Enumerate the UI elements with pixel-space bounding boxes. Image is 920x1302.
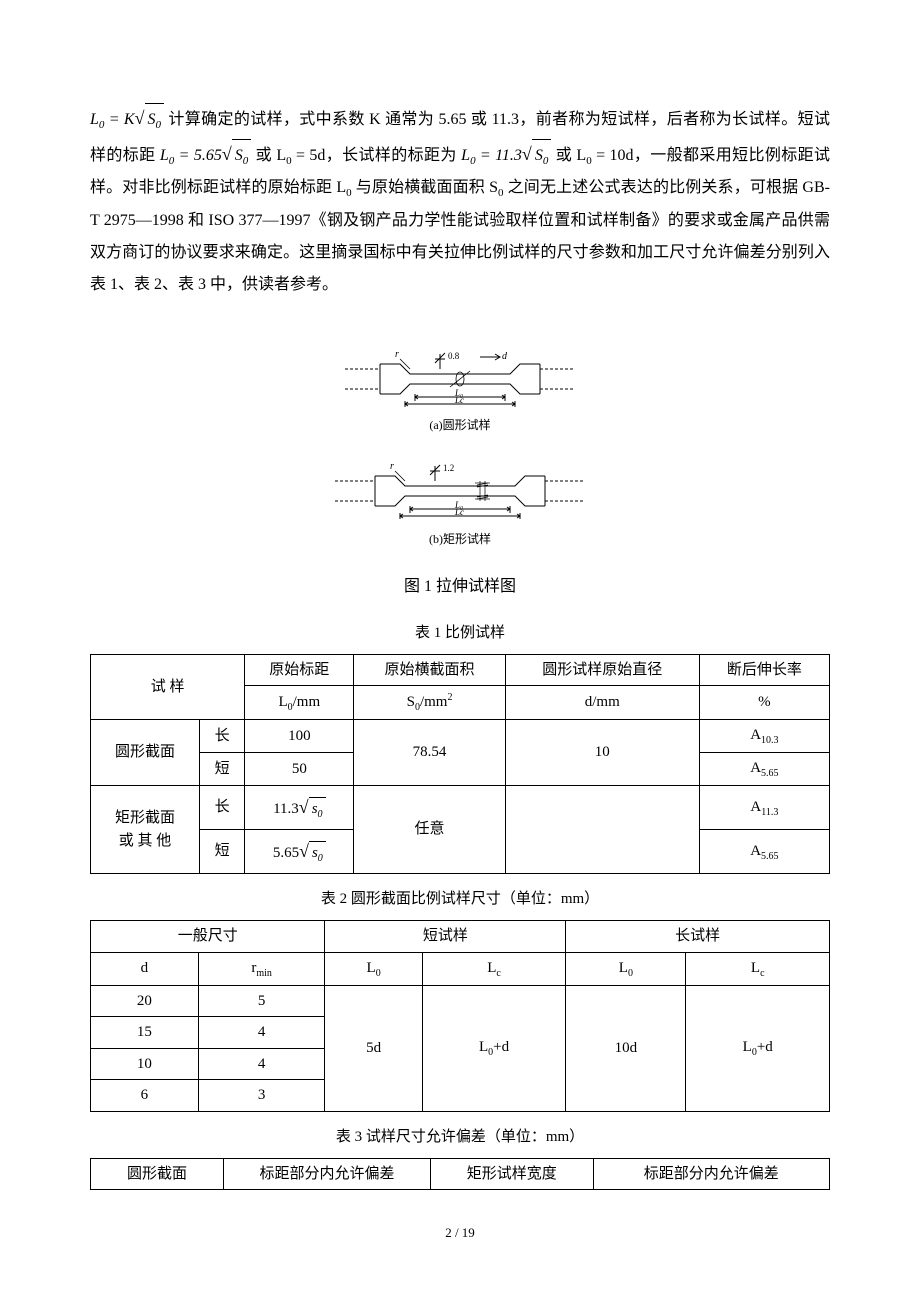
header-Lc-short: Lc [422, 952, 565, 985]
figure-1: r 0.8 d L₀ Lc (a)圆形试样 [90, 331, 830, 603]
header-d: d [91, 952, 199, 985]
cell-A113: A11.3 [699, 786, 829, 830]
cell-50: 50 [245, 753, 354, 786]
table-row: 圆形截面 长 100 78.54 10 A10.3 [91, 720, 830, 753]
cell-long-2: 长 [200, 786, 245, 830]
cell-113sqrt: 11.3√s0 [245, 786, 354, 830]
cell-d: 10 [91, 1048, 199, 1080]
svg-text:0.8: 0.8 [448, 351, 460, 361]
svg-text:Lc: Lc [454, 507, 464, 517]
header-elongation: 断后伸长率 [699, 654, 829, 686]
formula-L0-565: L0 = 5.65√S0 [160, 147, 251, 164]
header-tolerance-1: 标距部分内允许偏差 [224, 1158, 431, 1190]
cell-7854: 78.54 [354, 720, 505, 786]
cell-A565-2: A5.65 [699, 830, 829, 874]
diagram-a-caption: (a)圆形试样 [340, 413, 580, 437]
table-1-proportional-specimens: 试 样 原始标距 原始横截面积 圆形试样原始直径 断后伸长率 L0/mm S0/… [90, 654, 830, 875]
cell-empty [505, 786, 699, 874]
cell-short-2: 短 [200, 830, 245, 874]
table-2-circular-dimensions: 一般尺寸 短试样 长试样 d rmin L0 Lc L0 Lc 20 5 5d … [90, 920, 830, 1112]
table-3-title: 表 3 试样尺寸允许偏差（单位：mm） [90, 1122, 830, 1152]
header-Lc-long: Lc [686, 952, 830, 985]
cell-short: 短 [200, 753, 245, 786]
header-gauge-length: 原始标距 [245, 654, 354, 686]
cell-r: 4 [198, 1048, 325, 1080]
table-1-title: 表 1 比例试样 [90, 618, 830, 648]
header-long: 长试样 [566, 921, 830, 953]
table-2-title: 表 2 圆形截面比例试样尺寸（单位：mm） [90, 884, 830, 914]
header-short: 短试样 [325, 921, 566, 953]
header-cross-section: 原始横截面积 [354, 654, 505, 686]
header-general: 一般尺寸 [91, 921, 325, 953]
svg-text:r: r [395, 349, 399, 360]
cell-d: 20 [91, 985, 199, 1017]
cell-10: 10 [505, 720, 699, 786]
table-3-tolerances: 圆形截面 标距部分内允许偏差 矩形试样宽度 标距部分内允许偏差 [90, 1158, 830, 1191]
header-rect-width: 矩形试样宽度 [430, 1158, 593, 1190]
cell-L0d-long: L0+d [686, 985, 830, 1111]
header-tolerance-2: 标距部分内允许偏差 [593, 1158, 830, 1190]
figure-1-title: 图 1 拉伸试样图 [90, 571, 830, 603]
cell-circular: 圆形截面 [91, 720, 200, 786]
diagram-b-caption: (b)矩形试样 [330, 527, 590, 551]
svg-text:r: r [390, 461, 394, 472]
svg-text:d: d [502, 351, 508, 362]
cell-10d: 10d [566, 985, 686, 1111]
svg-text:1.2: 1.2 [443, 463, 454, 473]
table-row: d rmin L0 Lc L0 Lc [91, 952, 830, 985]
table-row: 20 5 5d L0+d 10d L0+d [91, 985, 830, 1017]
diagram-b-rectangular: r 1.2 L₀ Lc (b)矩形试样 [330, 453, 590, 551]
cell-d: 6 [91, 1080, 199, 1112]
text-part6: 与原始横截面面积 S [352, 179, 498, 196]
header-rmin: rmin [198, 952, 325, 985]
cell-A565: A5.65 [699, 753, 829, 786]
cell-100: 100 [245, 720, 354, 753]
text-part2: 或 L [256, 147, 287, 164]
header-L0-short: L0 [325, 952, 422, 985]
header-diameter-unit: d/mm [505, 686, 699, 720]
page-number: 2 / 19 [90, 1220, 830, 1246]
cell-565sqrt: 5.65√s0 [245, 830, 354, 874]
cell-L0d-short: L0+d [422, 985, 565, 1111]
cell-r: 3 [198, 1080, 325, 1112]
text-part4: 或 L [556, 147, 587, 164]
table-row: 试 样 原始标距 原始横截面积 圆形试样原始直径 断后伸长率 [91, 654, 830, 686]
header-circular-section: 圆形截面 [91, 1158, 224, 1190]
header-specimen: 试 样 [91, 654, 245, 720]
cell-r: 4 [198, 1017, 325, 1049]
table-row: 圆形截面 标距部分内允许偏差 矩形试样宽度 标距部分内允许偏差 [91, 1158, 830, 1190]
formula-L0-KS0: L0 = K√S0 [90, 111, 164, 128]
cell-arbitrary: 任意 [354, 786, 505, 874]
cell-long: 长 [200, 720, 245, 753]
cell-5d: 5d [325, 985, 422, 1111]
cell-A103: A10.3 [699, 720, 829, 753]
cell-rectangular: 矩形截面或 其 他 [91, 786, 200, 874]
table-row: 一般尺寸 短试样 长试样 [91, 921, 830, 953]
header-elongation-unit: % [699, 686, 829, 720]
header-gauge-length-unit: L0/mm [245, 686, 354, 720]
diagram-a-circular: r 0.8 d L₀ Lc (a)圆形试样 [340, 339, 580, 437]
main-paragraph: L0 = K√S0 计算确定的试样，式中系数 K 通常为 5.65 或 11.3… [90, 100, 830, 301]
formula-L0-113: L0 = 11.3√S0 [461, 147, 551, 164]
table-row: 矩形截面或 其 他 长 11.3√s0 任意 A11.3 [91, 786, 830, 830]
cell-d: 15 [91, 1017, 199, 1049]
header-diameter: 圆形试样原始直径 [505, 654, 699, 686]
header-L0-long: L0 [566, 952, 686, 985]
text-part3: = 5d，长试样的标距为 [292, 147, 457, 164]
svg-text:Lc: Lc [454, 395, 464, 405]
header-cross-section-unit: S0/mm2 [354, 686, 505, 720]
cell-r: 5 [198, 985, 325, 1017]
